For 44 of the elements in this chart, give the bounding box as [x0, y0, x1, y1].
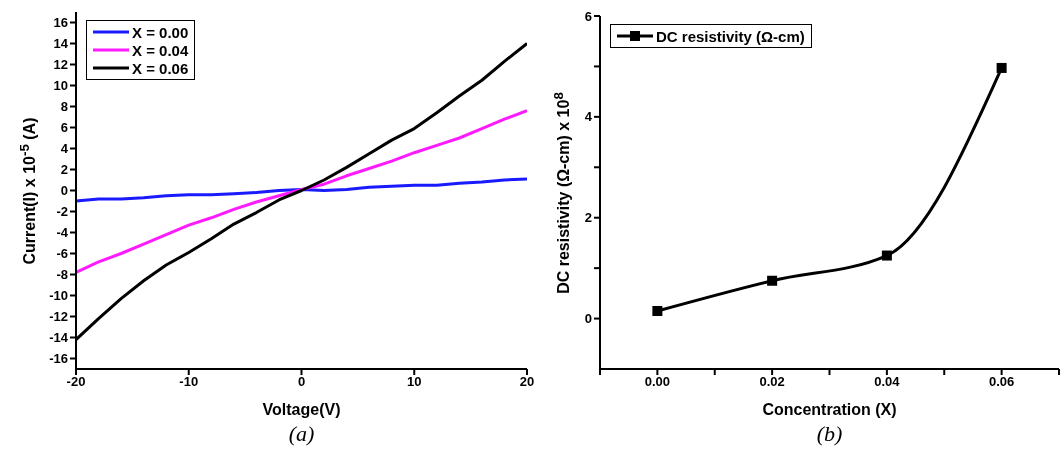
x-tick-label: 10: [407, 374, 422, 390]
legend-label: X = 0.04: [132, 41, 189, 59]
legend-label: X = 0.00: [132, 23, 189, 41]
point: [881, 250, 892, 261]
y-tick-label: 0: [584, 311, 592, 327]
x-tick-label: 0.04: [874, 374, 901, 390]
y-tick-label: -8: [56, 267, 68, 283]
y-tick-label: -16: [49, 351, 68, 367]
x-tick-label: 0.06: [988, 374, 1015, 390]
y-tick-label: -4: [56, 225, 69, 241]
x-tick-label: 20: [519, 374, 535, 390]
y-tick-label: 0: [60, 183, 68, 199]
y-tick-label: 4: [60, 141, 69, 157]
x-tick-label: -20: [66, 374, 86, 390]
y-tick-label: 14: [53, 36, 69, 52]
point: [996, 62, 1007, 73]
y-tick-label: -10: [49, 288, 68, 304]
y-tick-label: 6: [584, 8, 592, 24]
y-tick-label: 10: [53, 78, 68, 94]
y-tick-label: -2: [56, 204, 68, 220]
legend-label: DC resistivity (Ω-cm): [656, 27, 805, 45]
y-tick-label: 16: [53, 15, 68, 31]
text: (b): [815, 421, 844, 447]
x-tick-label: 0: [297, 374, 306, 390]
point: [767, 275, 778, 286]
y-tick-label: 12: [53, 57, 68, 73]
line-series: [76, 177, 527, 203]
y-tick-label: 8: [60, 99, 68, 115]
y-tick-label: -14: [49, 330, 69, 346]
text: (a): [287, 421, 316, 447]
y-tick-label: 2: [584, 210, 592, 226]
x-tick-label: 0.00: [644, 374, 671, 390]
x-tick-label: 0.02: [759, 374, 785, 390]
legend-label: X = 0.06: [132, 59, 189, 77]
y-tick-label: 4: [584, 109, 593, 125]
line-series: [76, 109, 527, 274]
y-tick-label: -6: [56, 246, 68, 262]
x-tick-label: -10: [179, 374, 199, 390]
point: [652, 306, 663, 317]
y-tick-label: 2: [60, 162, 68, 178]
x-axis-title: Voltage(V): [261, 401, 342, 419]
y-tick-label: -12: [49, 309, 68, 325]
y-tick-label: 6: [60, 120, 68, 136]
x-axis-title: Concentration (X): [761, 401, 898, 419]
